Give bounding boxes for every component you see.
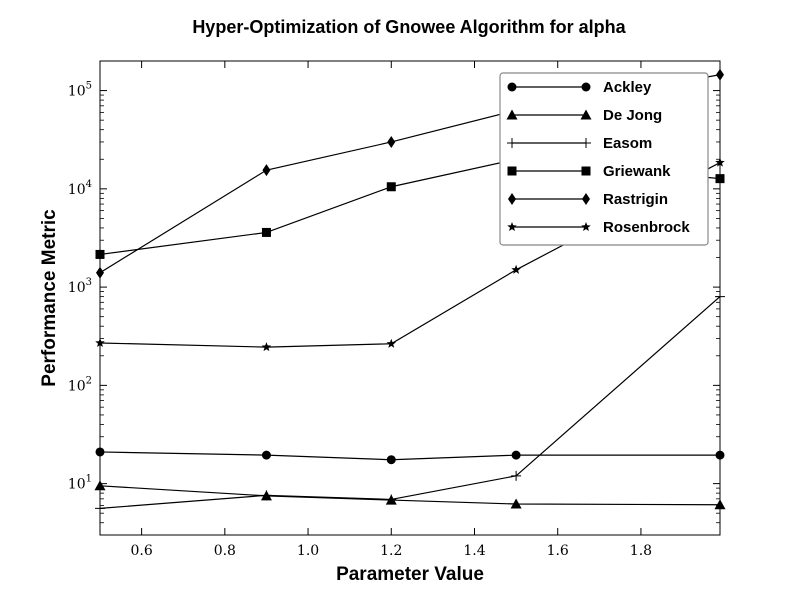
series-markers-easom: [95, 291, 725, 514]
legend-box: [499, 72, 709, 246]
data-point-ackley: [386, 455, 396, 465]
legend-label-ackley: Ackley: [603, 79, 652, 96]
legend-marker-easom: [507, 138, 517, 148]
data-point-ackley: [95, 447, 105, 457]
series-markers-ackley: [95, 447, 725, 465]
series-markers-rosenbrock: [95, 157, 725, 352]
legend-label-rosenbrock: Rosenbrock: [603, 219, 690, 236]
series-line-ackley: [100, 451, 720, 461]
data-point-rosenbrock: [715, 157, 725, 167]
x-tick-label: 1.0: [297, 543, 319, 559]
y-tick-label: 104: [68, 179, 92, 198]
data-point-easom: [715, 291, 725, 302]
data-point-ackley: [715, 450, 725, 460]
y-tick-label: 103: [68, 277, 92, 296]
data-point-griewank: [95, 249, 105, 259]
data-point-rosenbrock: [386, 338, 397, 348]
legend: Ackley De Jong Easom Griewank Rastrigin Rosen…: [499, 72, 709, 246]
data-point-griewank: [261, 227, 271, 237]
series-line-de-jong: [100, 485, 720, 506]
x-tick-label: 1.2: [380, 543, 402, 559]
data-point-rastrigin: [96, 266, 104, 279]
legend-marker-ackley: [581, 82, 591, 92]
data-point-de-jong: [510, 498, 522, 509]
data-point-rastrigin: [262, 164, 271, 177]
x-tick-label: 1.4: [463, 543, 485, 559]
legend-label-easom: Easom: [603, 135, 652, 152]
legend-marker-rosenbrock: [507, 222, 517, 232]
legend-marker-griewank: [507, 166, 517, 176]
legend-marker-de-jong: [506, 109, 518, 120]
data-point-rastrigin: [387, 135, 396, 148]
data-point-ackley: [261, 450, 271, 460]
x-tick-label: 0.6: [130, 543, 152, 559]
y-tick-label: 101: [68, 474, 92, 493]
data-point-rosenbrock: [261, 342, 272, 352]
y-axis-label: Performance Metric: [39, 209, 60, 387]
legend-marker-de-jong: [580, 109, 592, 120]
data-point-easom: [511, 470, 522, 481]
series-line-easom: [100, 296, 720, 509]
data-point-easom: [386, 494, 397, 505]
data-point-de-jong: [94, 480, 106, 491]
data-point-rastrigin: [716, 68, 724, 81]
legend-marker-rastrigin: [508, 193, 516, 205]
data-point-griewank: [715, 174, 725, 184]
data-point-griewank: [386, 182, 396, 192]
legend-marker-ackley: [507, 82, 517, 92]
legend-label-rastrigin: Rastrigin: [603, 191, 668, 208]
chart-title: Hyper-Optimization of Gnowee Algorithm f…: [192, 17, 626, 37]
data-point-easom: [261, 490, 272, 501]
data-point-rosenbrock: [95, 337, 105, 348]
plot-area: 0.6 0.8 1.0 1.2 1.4 1.6 1.8 101 102 103 104 105: [68, 60, 726, 559]
data-point-ackley: [511, 450, 521, 460]
legend-label-griewank: Griewank: [603, 163, 671, 180]
x-tick-label: 0.8: [214, 543, 236, 559]
x-axis-label: Parameter Value: [336, 564, 484, 585]
legend-marker-rosenbrock: [581, 222, 591, 232]
x-tick-label: 1.6: [547, 543, 569, 559]
y-tick-label: 102: [68, 375, 92, 394]
x-tick-label: 1.8: [630, 543, 652, 559]
legend-label-de-jong: De Jong: [603, 107, 662, 124]
data-point-easom: [95, 503, 105, 514]
y-tick-label: 105: [68, 81, 92, 100]
legend-marker-rastrigin: [582, 193, 590, 205]
legend-marker-griewank: [581, 166, 591, 176]
legend-marker-easom: [581, 138, 591, 148]
data-point-de-jong: [714, 499, 726, 510]
data-point-rosenbrock: [511, 264, 521, 274]
